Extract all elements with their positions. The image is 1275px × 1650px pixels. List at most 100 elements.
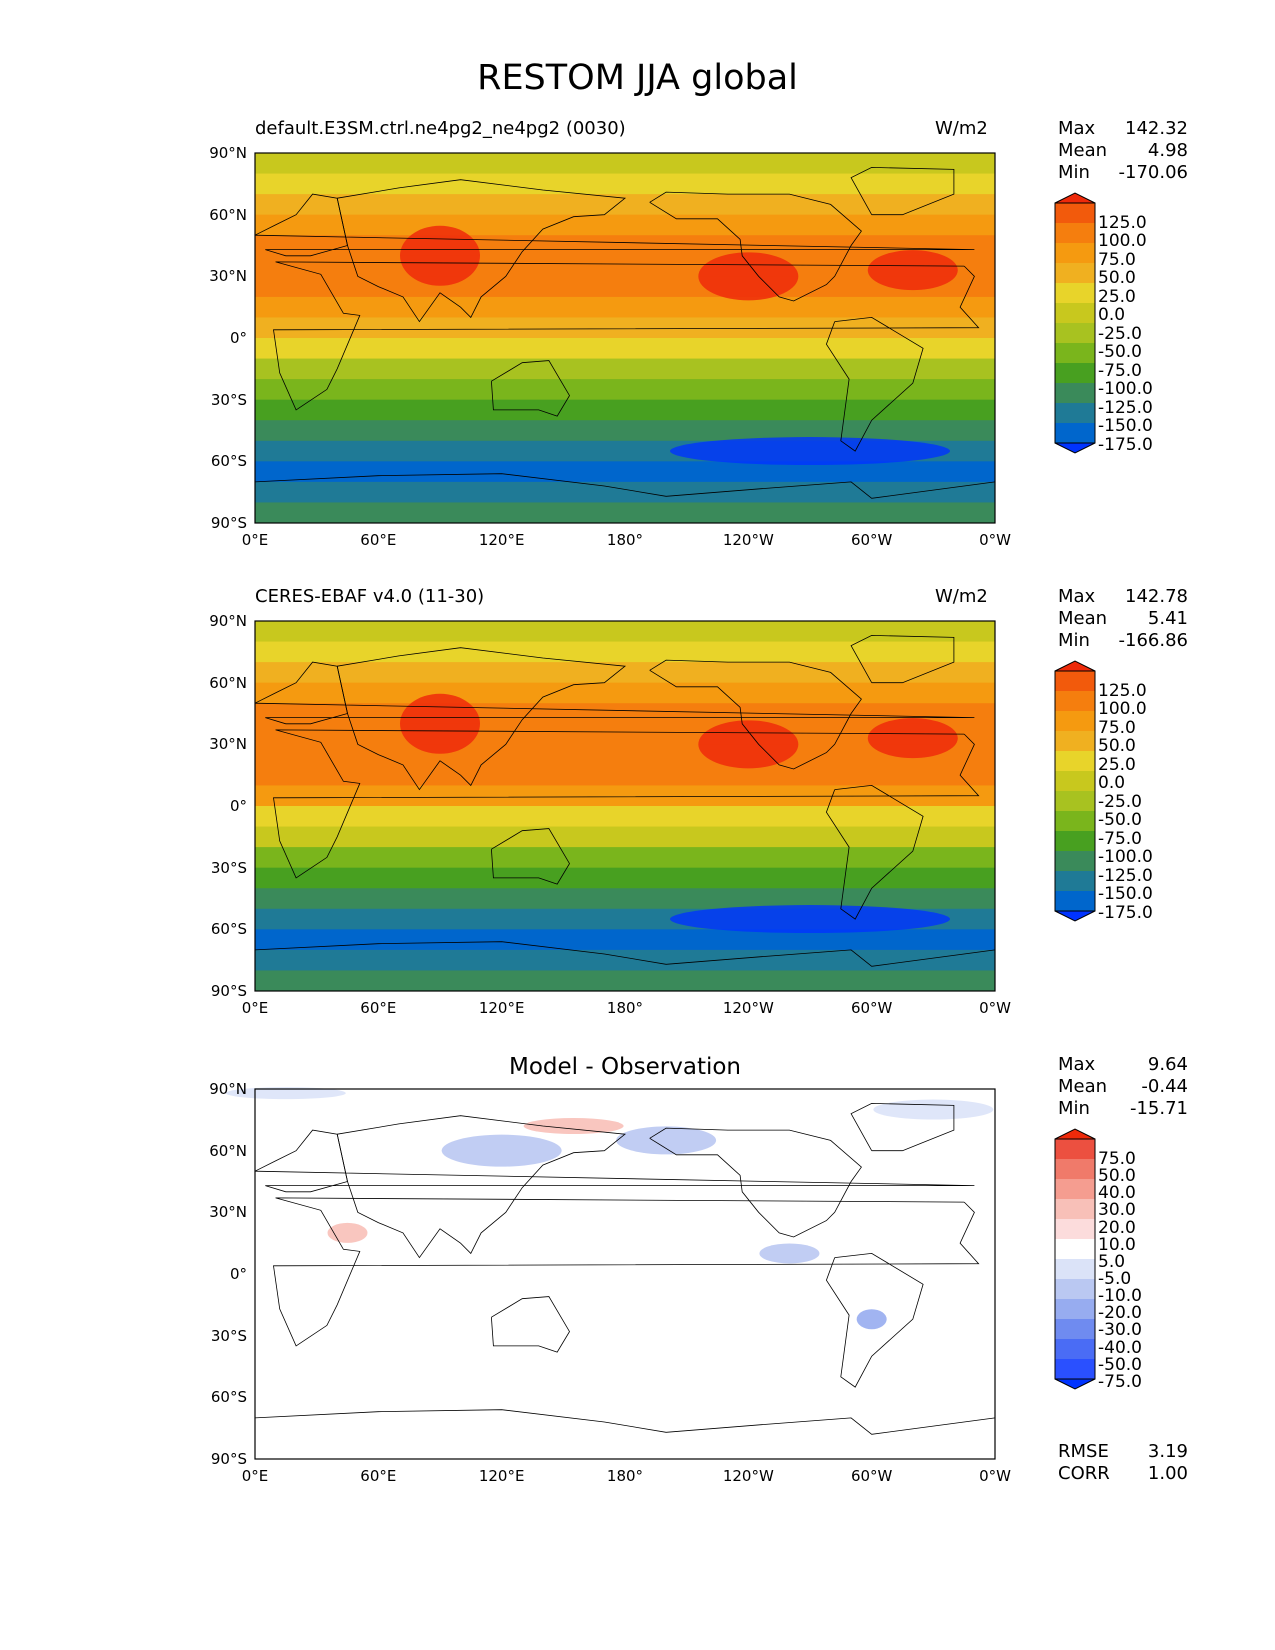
- y-tick-label: 60°S: [210, 452, 247, 471]
- x-tick-label: 0°E: [241, 531, 269, 549]
- colorbar-tick-label: -75.0: [1098, 1371, 1142, 1392]
- colorbar-tick-label: 25.0: [1098, 754, 1136, 775]
- y-tick-label: 90°N: [209, 1080, 247, 1098]
- colorbar-tick-label: 20.0: [1098, 1217, 1136, 1238]
- stat-row: Max 9.64: [1058, 1054, 1188, 1075]
- stat-row: Max 142.32: [1058, 118, 1188, 139]
- colorbar-tick-label: -150.0: [1098, 884, 1153, 905]
- y-tick-label: 90°N: [209, 144, 247, 162]
- x-tick-label: 60°E: [360, 999, 397, 1017]
- stat-row: Mean 5.41: [1058, 608, 1188, 629]
- extra-stats-diff: RMSE 3.19 CORR 1.00: [1058, 1441, 1188, 1485]
- y-tick-label: 30°N: [209, 1203, 247, 1222]
- stat-row: RMSE 3.19: [1058, 1441, 1188, 1462]
- colorbar-tick-label: -50.0: [1098, 342, 1142, 363]
- colorbar-tick-label: 125.0: [1098, 213, 1147, 233]
- colorbar-tick-label: -175.0: [1098, 434, 1153, 455]
- colorbar-tick-label: 0.0: [1098, 305, 1126, 326]
- colorbar-tick-label: -100.0: [1098, 847, 1153, 868]
- x-tick-label: 180°: [606, 531, 644, 549]
- x-tick-label: 120°W: [722, 1467, 774, 1485]
- stat-row: Mean 4.98: [1058, 140, 1188, 161]
- colorbar-diff: [1054, 1128, 1096, 1390]
- colorbar-tick-label: 50.0: [1098, 268, 1136, 289]
- panel-label-units: W/m2: [935, 118, 988, 139]
- panel-model: default.E3SM.ctrl.ne4pg2_ne4pg2 (0030) W…: [0, 110, 1275, 550]
- colorbar-tick-label: -150.0: [1098, 416, 1153, 437]
- colorbar-tick-label: 0.0: [1098, 773, 1126, 794]
- y-tick-label: 90°S: [210, 982, 247, 1000]
- y-tick-label: 30°S: [210, 858, 247, 877]
- panel-label-left: default.E3SM.ctrl.ne4pg2_ne4pg2 (0030): [255, 118, 626, 139]
- y-tick-label: 0°: [229, 1265, 247, 1283]
- x-tick-label: 0°W: [979, 531, 1011, 549]
- y-tick-label: 90°S: [210, 1450, 247, 1468]
- x-tick-label: 120°W: [722, 999, 774, 1017]
- colorbar-tick-label: -25.0: [1098, 791, 1142, 812]
- x-tick-label: 60°W: [850, 1467, 893, 1485]
- stat-row: Mean -0.44: [1058, 1076, 1188, 1097]
- colorbar-tick-label: 40.0: [1098, 1183, 1136, 1204]
- colorbar-tick-label: -175.0: [1098, 902, 1153, 923]
- colorbar-tick-label: -125.0: [1098, 397, 1153, 418]
- stats-model: Max 142.32 Mean 4.98 Min -170.06: [1058, 118, 1188, 184]
- x-tick-label: 120°E: [478, 999, 525, 1017]
- colorbar-tick-label: 10.0: [1098, 1234, 1136, 1255]
- colorbar-tick-label: -125.0: [1098, 865, 1153, 886]
- stat-row: Min -166.86: [1058, 630, 1188, 651]
- colorbar-tick-label: 5.0: [1098, 1251, 1126, 1272]
- y-tick-label: 0°: [229, 797, 247, 815]
- colorbar-tick-label: 75.0: [1098, 1149, 1136, 1169]
- x-tick-label: 60°E: [360, 531, 397, 549]
- panel-title: Model - Observation: [508, 1054, 742, 1080]
- x-tick-label: 0°E: [241, 999, 269, 1017]
- map-obs: [254, 620, 996, 992]
- colorbar-tick-label: 25.0: [1098, 286, 1136, 307]
- colorbar-tick-label: 100.0: [1098, 699, 1147, 720]
- y-tick-label: 30°S: [210, 390, 247, 409]
- colorbar-tick-label: -5.0: [1098, 1269, 1132, 1289]
- x-tick-label: 60°W: [850, 531, 893, 549]
- colorbar-tick-label: -75.0: [1098, 828, 1142, 849]
- y-tick-label: 30°S: [210, 1326, 247, 1345]
- y-tick-label: 30°N: [209, 267, 247, 286]
- colorbar-tick-label: -10.0: [1098, 1286, 1142, 1307]
- colorbar-tick-label: -50.0: [1098, 810, 1142, 831]
- panel-label-left: CERES-EBAF v4.0 (11-30): [255, 586, 485, 607]
- y-tick-label: 60°N: [209, 673, 247, 692]
- stat-row: Max 142.78: [1058, 586, 1188, 607]
- y-tick-label: 30°N: [209, 735, 247, 754]
- x-tick-label: 120°E: [478, 531, 525, 549]
- x-tick-label: 120°E: [478, 1467, 525, 1485]
- colorbar-tick-label: -100.0: [1098, 379, 1153, 400]
- panel-label-units: W/m2: [935, 586, 988, 607]
- y-tick-label: 60°S: [210, 1388, 247, 1407]
- y-tick-label: 60°N: [209, 1141, 247, 1160]
- stat-row: CORR 1.00: [1058, 1463, 1188, 1484]
- colorbar-model: [1054, 192, 1096, 454]
- colorbar-tick-label: 75.0: [1098, 249, 1136, 270]
- colorbar-tick-label: -25.0: [1098, 323, 1142, 344]
- x-tick-label: 0°E: [241, 1467, 269, 1485]
- colorbar-tick-label: -20.0: [1098, 1303, 1142, 1324]
- map-diff: [225, 1087, 996, 1460]
- stats-diff: Max 9.64 Mean -0.44 Min -15.71: [1058, 1054, 1188, 1120]
- panel-diff: Model - Observation Max 9.64 Mean -0.44 Min -…: [0, 1046, 1275, 1486]
- colorbar-tick-label: 50.0: [1098, 1166, 1136, 1187]
- colorbar-tick-label: 125.0: [1098, 681, 1147, 701]
- colorbar-tick-label: -30.0: [1098, 1320, 1142, 1341]
- x-tick-label: 60°W: [850, 999, 893, 1017]
- x-tick-label: 0°W: [979, 1467, 1011, 1485]
- stat-row: Min -15.71: [1058, 1098, 1188, 1119]
- y-tick-label: 60°N: [209, 205, 247, 224]
- y-tick-label: 90°S: [210, 514, 247, 532]
- colorbar-tick-label: 50.0: [1098, 736, 1136, 757]
- stat-row: Min -170.06: [1058, 162, 1188, 183]
- x-tick-label: 120°W: [722, 531, 774, 549]
- x-tick-label: 180°: [606, 999, 644, 1017]
- y-tick-label: 60°S: [210, 920, 247, 939]
- x-tick-label: 180°: [606, 1467, 644, 1485]
- x-tick-label: 60°E: [360, 1467, 397, 1485]
- colorbar-tick-label: -50.0: [1098, 1354, 1142, 1375]
- map-model: [254, 152, 996, 524]
